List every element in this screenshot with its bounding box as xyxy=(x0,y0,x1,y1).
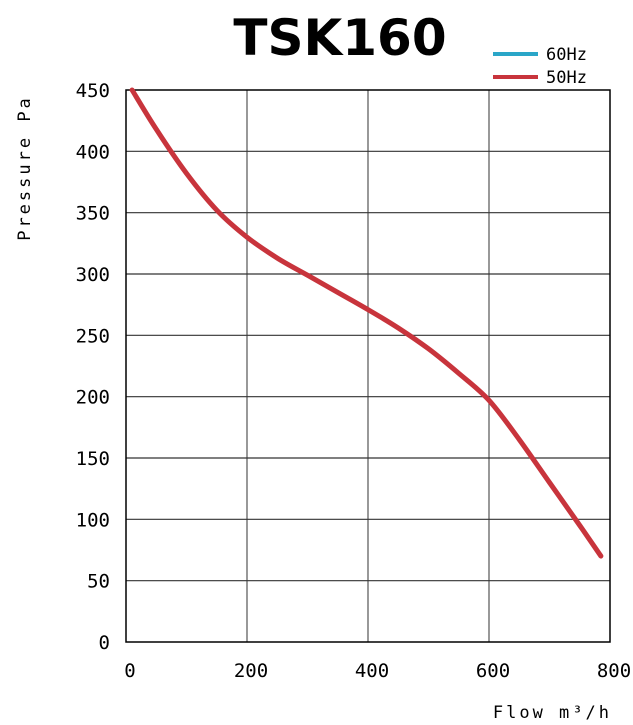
x-tick-label: 200 xyxy=(234,660,268,682)
x-tick-labels: 0 200 400 600 800 xyxy=(124,660,631,682)
y-tick-label: 450 xyxy=(76,80,110,102)
x-tick-label: 600 xyxy=(476,660,510,682)
grid xyxy=(126,90,610,642)
y-tick-label: 100 xyxy=(76,509,110,531)
y-tick-label: 0 xyxy=(99,632,110,654)
y-tick-label: 150 xyxy=(76,448,110,470)
chart-title: TSK160 xyxy=(233,9,446,67)
y-tick-label: 250 xyxy=(76,325,110,347)
y-axis-label: Pressure Pa xyxy=(15,95,35,241)
x-tick-label: 0 xyxy=(124,660,135,682)
series-layer xyxy=(129,87,604,559)
y-tick-label: 350 xyxy=(76,203,110,225)
legend-label-50Hz: 50Hz xyxy=(546,68,587,88)
y-tick-label: 300 xyxy=(76,264,110,286)
y-tick-label: 400 xyxy=(76,141,110,163)
series-line-50Hz xyxy=(129,87,604,559)
x-axis-label: Flow m³/h xyxy=(493,703,612,723)
y-tick-label: 200 xyxy=(76,387,110,409)
x-tick-label: 400 xyxy=(355,660,389,682)
plot-frame xyxy=(125,89,611,643)
y-tick-label: 50 xyxy=(87,571,110,593)
legend: 60Hz 50Hz xyxy=(493,45,587,88)
y-tick-labels: 0 50 100 150 200 250 300 350 400 450 xyxy=(76,80,110,654)
x-tick-label: 800 xyxy=(597,660,631,682)
legend-label-60Hz: 60Hz xyxy=(546,45,587,65)
